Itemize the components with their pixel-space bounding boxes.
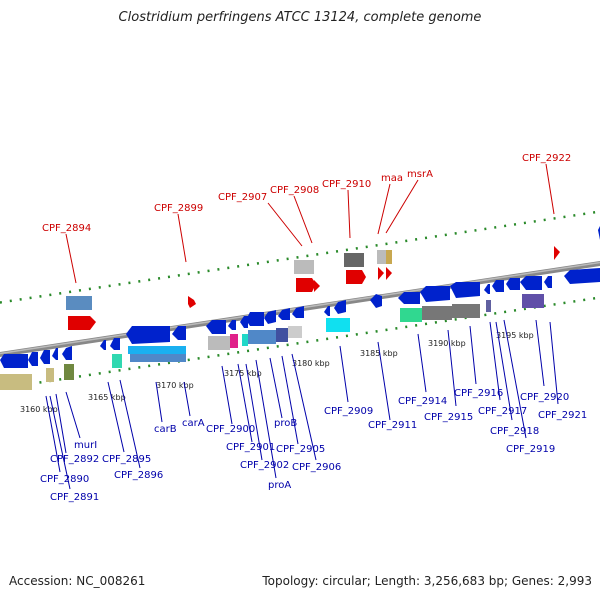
gene-label-cpf-2914: CPF_2914 bbox=[398, 396, 447, 407]
gene-label-msra: msrA bbox=[407, 169, 433, 180]
gene-label-cpf-2908: CPF_2908 bbox=[270, 185, 319, 196]
gene-label-cpf-2918: CPF_2918 bbox=[490, 426, 539, 437]
scale-label: 3165 kbp bbox=[88, 393, 126, 402]
gene-label-cpf-2892: CPF_2892 bbox=[50, 454, 99, 465]
gene-label-cpf-2896: CPF_2896 bbox=[114, 470, 163, 481]
forward-genes bbox=[66, 246, 560, 330]
gene-msra bbox=[386, 267, 392, 280]
scale-label: 3160 kbp bbox=[20, 405, 58, 414]
gene-label-cpf-2894: CPF_2894 bbox=[42, 223, 91, 234]
gene-label-cpf-2919: CPF_2919 bbox=[506, 444, 555, 455]
gene-maa bbox=[378, 267, 384, 280]
gene-label-cpf-2890: CPF_2890 bbox=[40, 474, 89, 485]
gene-cpf-2908 bbox=[314, 280, 320, 292]
reverse-gene-labels: murI CPF_2892 CPF_2890 CPF_2891 CPF_2895… bbox=[40, 319, 587, 503]
gene-label-cpf-2921: CPF_2921 bbox=[538, 410, 587, 421]
gene-cpf-2907 bbox=[296, 278, 316, 292]
gene-label-cpf-2922: CPF_2922 bbox=[522, 153, 571, 164]
upper-blue-genes bbox=[370, 226, 600, 322]
gene-cpf-2894-protein bbox=[66, 296, 92, 310]
map-title: Clostridium perfringens ATCC 13124, comp… bbox=[118, 10, 482, 25]
gene-label-prob: proB bbox=[274, 418, 297, 429]
gene-label-cpf-2905: CPF_2905 bbox=[276, 444, 325, 455]
scale-label: 3190 kbp bbox=[428, 339, 466, 348]
gene-label-carb: carB bbox=[154, 424, 177, 435]
scale-label: 3175 kbp bbox=[224, 369, 262, 378]
scale-labels: 3160 kbp 3165 kbp 3170 kbp 3175 kbp 3180… bbox=[20, 331, 534, 414]
forward-gene-labels: CPF_2894 CPF_2899 CPF_2907 CPF_2908 CPF_… bbox=[42, 153, 571, 284]
accession-label: Accession: NC_008261 bbox=[9, 574, 146, 588]
gene-label-cara: carA bbox=[182, 418, 205, 429]
gene-label-muri: murI bbox=[74, 440, 97, 451]
gene-label-cpf-2915: CPF_2915 bbox=[424, 412, 473, 423]
gene-cpf-2922 bbox=[554, 246, 560, 260]
gene-label-maa: maa bbox=[381, 173, 403, 184]
gene-label-cpf-2900: CPF_2900 bbox=[206, 424, 255, 435]
gene-label-proa: proA bbox=[268, 480, 291, 491]
reverse-genes bbox=[0, 300, 350, 390]
gene-label-cpf-2901: CPF_2901 bbox=[226, 442, 275, 453]
gene-cpf-2894 bbox=[68, 316, 96, 330]
scale-label: 3185 kbp bbox=[360, 349, 398, 358]
gene-maa-protein bbox=[377, 250, 386, 264]
gene-cpf-2910 bbox=[346, 270, 366, 284]
scale-label: 3195 kbp bbox=[496, 331, 534, 340]
gene-label-cpf-2907: CPF_2907 bbox=[218, 192, 267, 203]
gene-label-cpf-2910: CPF_2910 bbox=[322, 179, 371, 190]
gene-cpf-2910-protein bbox=[344, 253, 364, 267]
gene-label-cpf-2902: CPF_2902 bbox=[240, 460, 289, 471]
gene-label-cpf-2911: CPF_2911 bbox=[368, 420, 417, 431]
topology-label: Topology: circular; Length: 3,256,683 bp… bbox=[262, 574, 592, 588]
gene-msra-protein bbox=[386, 250, 392, 264]
gene-label-cpf-2916: CPF_2916 bbox=[454, 388, 503, 399]
gene-label-cpf-2909: CPF_2909 bbox=[324, 406, 373, 417]
gene-label-cpf-2899: CPF_2899 bbox=[154, 203, 203, 214]
gene-label-cpf-2906: CPF_2906 bbox=[292, 462, 341, 473]
gene-cpf-2899 bbox=[188, 296, 196, 308]
gene-label-cpf-2891: CPF_2891 bbox=[50, 492, 99, 503]
gene-label-cpf-2917: CPF_2917 bbox=[478, 406, 527, 417]
gene-label-cpf-2920: CPF_2920 bbox=[520, 392, 569, 403]
scale-label: 3170 kbp bbox=[156, 381, 194, 390]
gene-label-cpf-2895: CPF_2895 bbox=[102, 454, 151, 465]
gene-cpf-2907-protein bbox=[294, 260, 314, 274]
scale-label: 3180 kbp bbox=[292, 359, 330, 368]
